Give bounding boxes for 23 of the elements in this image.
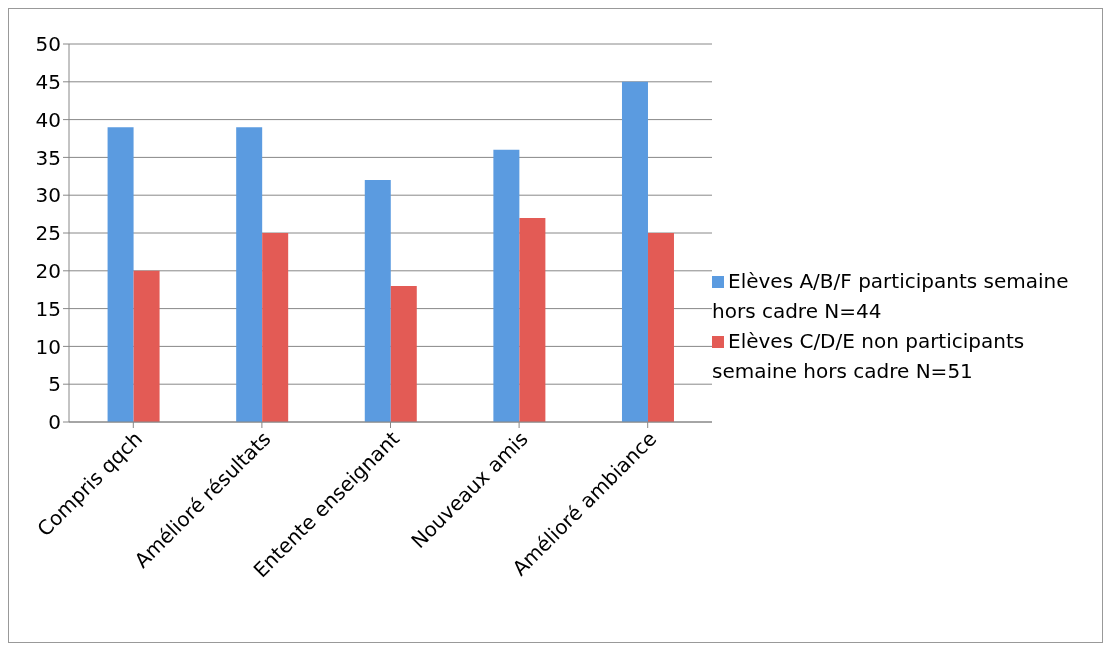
y-tick-label: 15 (35, 296, 61, 321)
y-tick-label: 50 (35, 32, 61, 57)
y-tick-label: 25 (35, 221, 61, 246)
y-tick-label: 40 (35, 107, 61, 132)
bar (390, 285, 417, 422)
y-tick-label: 0 (48, 410, 61, 435)
y-tick-label: 10 (35, 334, 61, 359)
bar (133, 270, 160, 422)
y-tick-label: 45 (35, 69, 61, 94)
bar (621, 81, 648, 422)
legend-label: Elèves A/B/F participants semaine hors cadre N=44 (712, 268, 1069, 323)
bar (262, 233, 289, 422)
y-tick-label: 5 (48, 372, 61, 397)
bar (493, 149, 520, 422)
bar (236, 127, 263, 422)
bar (107, 127, 134, 422)
legend-label: Elèves C/D/E non participants semaine hors cadre N=51 (712, 328, 1025, 383)
bar (364, 180, 391, 422)
bar (647, 233, 674, 422)
bar (519, 217, 546, 422)
y-tick-label: 20 (35, 258, 61, 283)
y-tick-label: 35 (35, 145, 61, 170)
y-tick-label: 30 (35, 183, 61, 208)
